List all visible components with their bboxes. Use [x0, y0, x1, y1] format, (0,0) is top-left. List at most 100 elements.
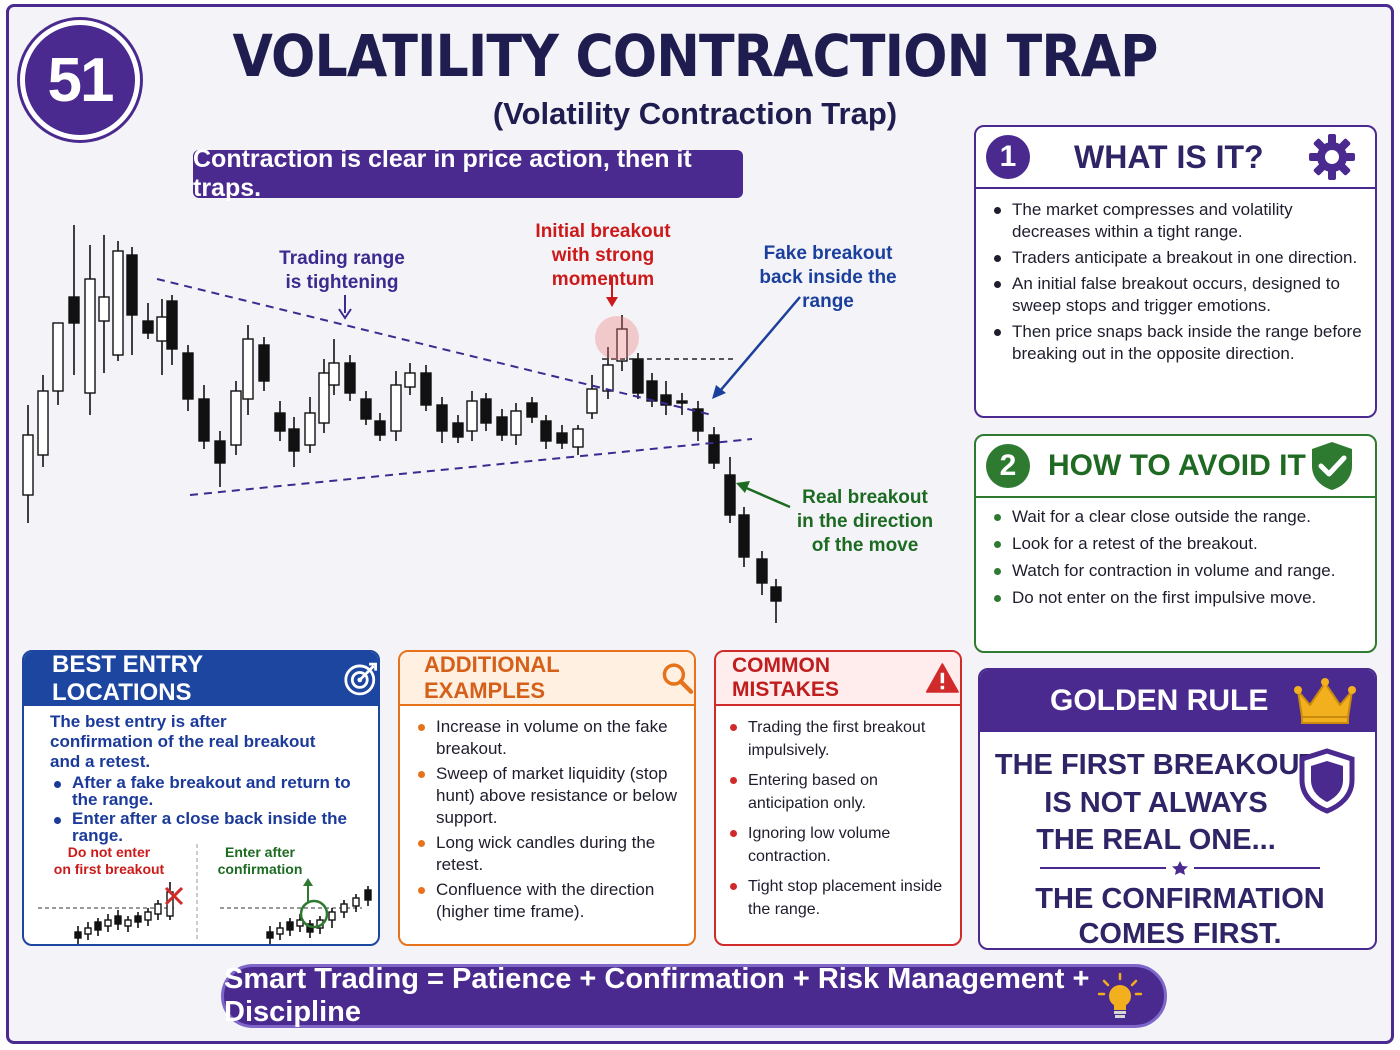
candle-body [452, 422, 464, 438]
candle-body [288, 428, 300, 452]
candle-body [466, 400, 478, 432]
list-item: Increase in volume on the fake breakout. [414, 716, 684, 760]
list-item: Confluence with the direction (higher ti… [414, 879, 684, 923]
candle-body [616, 328, 628, 362]
lower-trendline [189, 438, 753, 496]
card-title: WHAT IS IT? [1074, 138, 1264, 175]
mini-chart-right [266, 886, 372, 944]
candle-body [276, 927, 284, 935]
candle-body [360, 398, 372, 420]
card-number: 2 [986, 444, 1030, 488]
lesson-number-badge: 51 [20, 20, 140, 140]
candle-body [318, 372, 330, 424]
list-item: Enter after a close back inside the rang… [50, 810, 368, 844]
upper-trendline [156, 278, 713, 416]
best-entry-intro: The best entry is after confirmation of … [50, 712, 316, 771]
golden-rule-line: THE CONFIRMATION [1035, 883, 1325, 915]
candle-body [510, 410, 522, 436]
best-entry-list: After a fake breakout and return to the … [50, 774, 368, 844]
annotation-fake-breakout: Fake breakout back inside the range [759, 243, 897, 312]
how-to-avoid-list: Wait for a clear close outside the range… [976, 498, 1375, 609]
candle-body [304, 412, 316, 446]
shield-check-icon [1312, 442, 1352, 490]
divider-star [1040, 861, 1320, 875]
candle-body [134, 915, 142, 923]
candle-body [266, 931, 274, 939]
candle-body [154, 903, 162, 915]
candle-body [556, 432, 568, 444]
candle-body [344, 362, 356, 394]
summary-banner: Contraction is clear in price action, th… [193, 145, 743, 202]
footer-banner: Smart Trading = Patience + Confirmation … [221, 963, 1167, 1028]
best-entry-card: BEST ENTRY LOCATIONS The best entry is a… [22, 650, 380, 946]
crown-icon [1294, 678, 1357, 724]
candle-body [708, 434, 720, 464]
candle-body [328, 362, 340, 386]
candle-body [286, 921, 294, 931]
candle-body [182, 352, 194, 400]
shield-icon [1299, 748, 1355, 814]
additional-examples-card: ADDITIONAL EXAMPLES Increase in volume o… [398, 650, 696, 946]
candle-body [738, 514, 750, 558]
candle-body [37, 390, 49, 456]
candle-body [274, 412, 286, 432]
candle-body [526, 402, 538, 418]
target-icon [343, 662, 377, 696]
candle-body [214, 440, 226, 464]
lightbulb-icon [1098, 972, 1142, 1018]
candle-body [632, 358, 644, 394]
fake-breakout-highlight [595, 316, 639, 360]
up-arrow-icon [303, 878, 313, 886]
candle-body [198, 398, 210, 442]
warning-icon [926, 663, 960, 693]
candle-body [22, 434, 34, 496]
list-item: Then price snaps back inside the range b… [990, 321, 1365, 365]
candle-body [436, 404, 448, 432]
list-item: Wait for a clear close outside the range… [990, 506, 1365, 528]
golden-rule-line: THE FIRST BREAKOUT [994, 749, 1318, 781]
candle-body [242, 338, 254, 400]
candle-body [124, 919, 132, 927]
card-title: ADDITIONAL EXAMPLES [424, 652, 560, 703]
mini-chart-left [74, 882, 174, 944]
list-item: The market compresses and volatility dec… [990, 199, 1365, 243]
candle-body [166, 300, 178, 350]
candle-body [114, 915, 122, 925]
card-number: 1 [986, 135, 1030, 179]
common-mistakes-card: COMMON MISTAKES Trading the first breako… [714, 650, 962, 946]
candle-body [374, 420, 386, 436]
candle-body [52, 322, 64, 392]
page-subtitle: (Volatility Contraction Trap) [492, 96, 898, 131]
candle-body [756, 558, 768, 584]
candle-body [364, 889, 372, 901]
list-item: Entering based on anticipation only. [726, 769, 952, 815]
list-item: Traders anticipate a breakout in one dir… [990, 247, 1365, 269]
golden-rule-line: COMES FIRST. [1078, 918, 1282, 950]
candle-body [142, 320, 154, 334]
candle-body [404, 372, 416, 388]
candle-body [586, 388, 598, 414]
list-item: After a fake breakout and return to the … [50, 774, 368, 808]
candle-body [660, 394, 672, 406]
candle-body [352, 897, 360, 907]
list-item: Watch for contraction in volume and rang… [990, 560, 1365, 582]
footer-text: Smart Trading = Patience + Confirmation … [224, 963, 1090, 1028]
card-title: HOW TO AVOID IT [1048, 449, 1306, 482]
annotation-range: Trading range is tightening [279, 248, 405, 293]
candle-body [98, 296, 110, 322]
card-title: GOLDEN RULE [1050, 684, 1269, 717]
x-mark-icon [164, 886, 184, 906]
annotation-real-breakout: Real breakout in the direction of the move [796, 487, 934, 556]
candles-group [22, 225, 782, 623]
list-item: Look for a retest of the breakout. [990, 533, 1365, 555]
common-mistakes-list: Trading the first breakout impulsively. … [716, 706, 960, 921]
candle-body [390, 384, 402, 432]
list-item: Do not enter on the first impulsive move… [990, 587, 1365, 609]
candle-body [258, 344, 270, 382]
page-title: VOLATILITY CONTRACTION TRAP [232, 22, 1158, 90]
candle-body [602, 364, 614, 392]
candle-body [540, 420, 552, 442]
how-to-avoid-card: 2 HOW TO AVOID IT Wait for a clear close… [974, 434, 1377, 653]
list-item: Sweep of market liquidity (stop hunt) ab… [414, 763, 684, 829]
candle-body [646, 380, 658, 402]
